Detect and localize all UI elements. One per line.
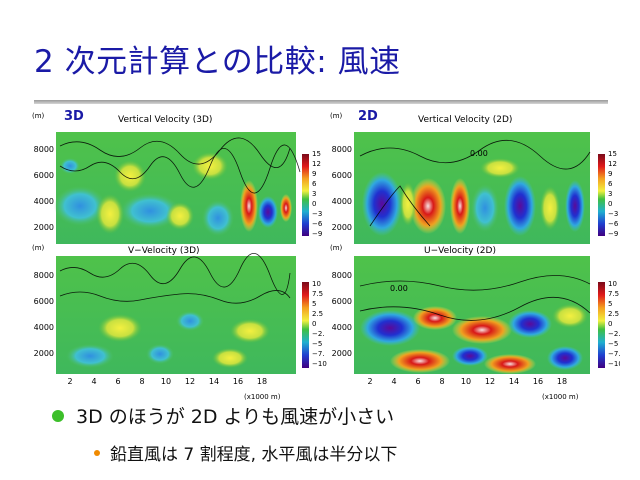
- y-tick-label: 4000: [332, 197, 352, 206]
- colorbar-tick-label: −5: [312, 340, 322, 348]
- x-tick-label: 18: [557, 377, 567, 386]
- colorbar-tick-label: 2.5: [608, 310, 619, 318]
- colorbar-tick-label: −7.: [608, 350, 620, 358]
- xunit-left: (x1000 m): [244, 393, 281, 401]
- colorbar-tick-label: 7.5: [608, 290, 619, 298]
- contour-label-u2d: 0.00: [390, 284, 408, 293]
- unit-label-1: (m): [32, 112, 45, 120]
- subbullet-dot: [94, 450, 100, 456]
- panel-title-u2d: U−Velocity (2D): [424, 246, 496, 256]
- x-tick-label: 6: [115, 377, 120, 386]
- panel-title-v3d: V−Velocity (3D): [128, 246, 200, 256]
- y-tick-label: 8000: [332, 145, 352, 154]
- x-tick-label: 8: [439, 377, 444, 386]
- colorbar-tick-label: 0: [312, 200, 316, 208]
- x-tick-label: 4: [91, 377, 96, 386]
- colorbar-tick-label: 7.5: [312, 290, 323, 298]
- slide-title: 2 次元計算との比較: 風速: [34, 44, 401, 80]
- colorbar-tick-label: 6: [312, 180, 317, 188]
- comparison-figure: 0.00 0.00 15 12 9 6 3 0 −3 −6 −9 15 12 9 6 3 0 −3 −6 −9 10…: [30, 106, 623, 402]
- x-tick-label: 4: [391, 377, 396, 386]
- unit-label-2: (m): [330, 112, 343, 120]
- x-tick-label: 14: [509, 377, 519, 386]
- colorbar-tick-label: 2.5: [312, 310, 323, 318]
- colorbar-tick-label: 15: [312, 150, 321, 158]
- contour-label-vv2d: 0.00: [470, 149, 488, 158]
- colorbar-v3d: [302, 282, 309, 368]
- colorbar-tick-label: −9: [608, 230, 618, 238]
- x-tick-label: 2: [67, 377, 72, 386]
- bullet-sub: 鉛直風は 7 割程度, 水平風は半分以下: [94, 440, 397, 465]
- colorbar-tick-label: −3: [608, 210, 618, 218]
- title-divider: [34, 100, 608, 104]
- panel-tag-3d: 3D: [64, 109, 84, 124]
- colorbar-tick-label: 6: [608, 180, 613, 188]
- colorbar-tick-label: 5: [608, 300, 612, 308]
- x-tick-label: 16: [533, 377, 543, 386]
- colorbar-tick-label: 12: [608, 160, 617, 168]
- subbullet-text: 鉛直風は 7 割程度, 水平風は半分以下: [110, 445, 398, 465]
- y-tick-label: 2000: [332, 223, 352, 232]
- y-tick-label: 2000: [34, 223, 54, 232]
- colorbar-tick-label: 12: [312, 160, 321, 168]
- colorbar-tick-label: 0: [608, 200, 612, 208]
- y-tick-label: 6000: [34, 297, 54, 306]
- x-tick-label: 12: [485, 377, 495, 386]
- y-tick-label: 4000: [332, 323, 352, 332]
- colorbar-tick-label: 0: [312, 320, 316, 328]
- x-tick-label: 18: [257, 377, 267, 386]
- bullet-main: 3D のほうが 2D よりも風速が小さい: [52, 402, 394, 429]
- x-tick-label: 6: [415, 377, 420, 386]
- colorbar-tick-label: −6: [608, 220, 619, 228]
- y-tick-label: 8000: [332, 271, 352, 280]
- y-tick-label: 6000: [332, 171, 352, 180]
- x-tick-label: 16: [233, 377, 243, 386]
- y-tick-label: 2000: [34, 349, 54, 358]
- y-tick-label: 4000: [34, 323, 54, 332]
- x-tick-label: 10: [461, 377, 471, 386]
- colorbar-tick-label: 10: [312, 280, 321, 288]
- colorbar-tick-label: 3: [312, 190, 316, 198]
- colorbar-tick-label: −10: [608, 360, 620, 368]
- figure-svg: 0.00 0.00 15 12 9 6 3 0 −3 −6 −9 15 12 9 6 3 0 −3 −6 −9 10…: [32, 109, 623, 401]
- xunit-right: (x1000 m): [542, 393, 579, 401]
- x-tick-label: 10: [161, 377, 171, 386]
- y-tick-label: 6000: [332, 297, 352, 306]
- x-tick-label: 14: [209, 377, 219, 386]
- colorbar-tick-label: 9: [608, 170, 612, 178]
- bullet-text: 3D のほうが 2D よりも風速が小さい: [76, 406, 395, 428]
- panel-tag-2d: 2D: [358, 109, 378, 124]
- colorbar-tick-label: −7.: [312, 350, 325, 358]
- colorbar-tick-label: −2.: [608, 330, 620, 338]
- y-tick-label: 8000: [34, 271, 54, 280]
- colorbar-tick-label: −10: [312, 360, 327, 368]
- colorbar-tick-label: 9: [312, 170, 316, 178]
- unit-label-4: (m): [330, 244, 343, 252]
- x-tick-label: 2: [367, 377, 372, 386]
- colorbar-tick-label: 5: [312, 300, 316, 308]
- panel-title-vv2d: Vertical Velocity (2D): [418, 115, 512, 125]
- panel-title-vv3d: Vertical Velocity (3D): [118, 115, 212, 125]
- colorbar-u2d: [598, 282, 605, 368]
- unit-label-3: (m): [32, 244, 45, 252]
- colorbar-vv3d: [302, 154, 309, 236]
- y-tick-label: 4000: [34, 197, 54, 206]
- colorbar-tick-label: −6: [312, 220, 323, 228]
- colorbar-tick-label: −5: [608, 340, 618, 348]
- colorbar-tick-label: −2.: [312, 330, 325, 338]
- x-tick-label: 8: [139, 377, 144, 386]
- bullet-dot: [52, 410, 64, 422]
- x-tick-label: 12: [185, 377, 195, 386]
- colorbar-vv2d: [598, 154, 605, 236]
- colorbar-tick-label: −3: [312, 210, 322, 218]
- colorbar-tick-label: 15: [608, 150, 617, 158]
- colorbar-tick-label: 0: [608, 320, 612, 328]
- colorbar-tick-label: 10: [608, 280, 617, 288]
- y-tick-label: 6000: [34, 171, 54, 180]
- y-tick-label: 8000: [34, 145, 54, 154]
- colorbar-tick-label: 3: [608, 190, 612, 198]
- y-tick-label: 2000: [332, 349, 352, 358]
- colorbar-tick-label: −9: [312, 230, 322, 238]
